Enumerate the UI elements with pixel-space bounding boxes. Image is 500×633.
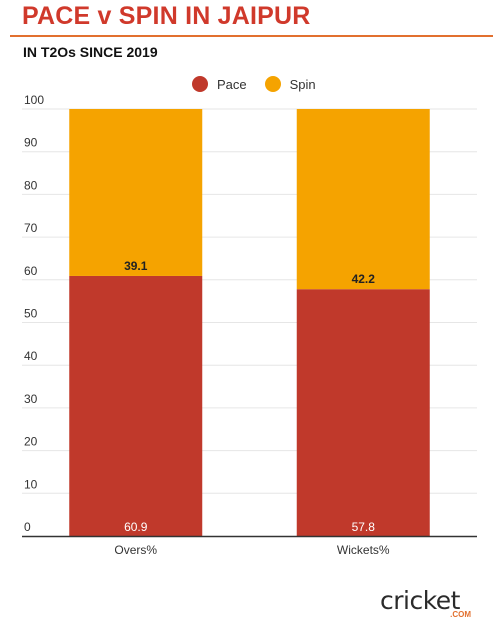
- legend-label-spin: Spin: [289, 76, 316, 92]
- cricket-com-logo: cricket .COM: [380, 586, 475, 622]
- bar-pace-wickets: [296, 289, 430, 536]
- logo-wordmark: cricket: [380, 586, 460, 615]
- x-tick-label-overs: Overs%: [114, 543, 157, 557]
- bar-spin-wickets: [296, 109, 430, 290]
- legend-swatch-spin: [264, 76, 281, 92]
- y-tick-label-50: 50: [24, 307, 38, 321]
- bar-pace-overs: [69, 275, 203, 536]
- data-label-pace-overs: 60.9: [124, 520, 148, 534]
- chart-legend: Pace Spin: [192, 74, 334, 94]
- logo-suffix: .COM: [450, 610, 471, 619]
- y-tick-label-70: 70: [24, 221, 38, 235]
- x-tick-label-wickets: Wickets%: [337, 543, 390, 557]
- chart-subtitle: IN T2Os SINCE 2019: [23, 44, 158, 60]
- y-tick-label-0: 0: [24, 520, 31, 534]
- y-tick-label-80: 80: [24, 178, 38, 192]
- legend-label-pace: Pace: [217, 76, 247, 92]
- legend-swatch-pace: [192, 76, 208, 92]
- y-tick-label-100: 100: [24, 93, 44, 107]
- y-tick-label-90: 90: [24, 136, 38, 150]
- bar-spin-overs: [69, 109, 203, 276]
- y-tick-label-60: 60: [24, 264, 38, 278]
- y-tick-label-20: 20: [24, 435, 38, 449]
- legend-item-spin: Spin: [264, 76, 316, 92]
- title-divider: [10, 35, 493, 37]
- data-label-spin-overs: 39.1: [124, 259, 148, 273]
- y-tick-label-30: 30: [24, 392, 38, 406]
- data-label-pace-wickets: 57.8: [352, 520, 376, 534]
- y-tick-label-10: 10: [24, 477, 38, 491]
- y-tick-label-40: 40: [24, 349, 38, 363]
- data-label-spin-wickets: 42.2: [352, 272, 376, 286]
- chart-title: PACE v SPIN IN JAIPUR: [22, 2, 311, 30]
- legend-item-pace: Pace: [192, 76, 247, 92]
